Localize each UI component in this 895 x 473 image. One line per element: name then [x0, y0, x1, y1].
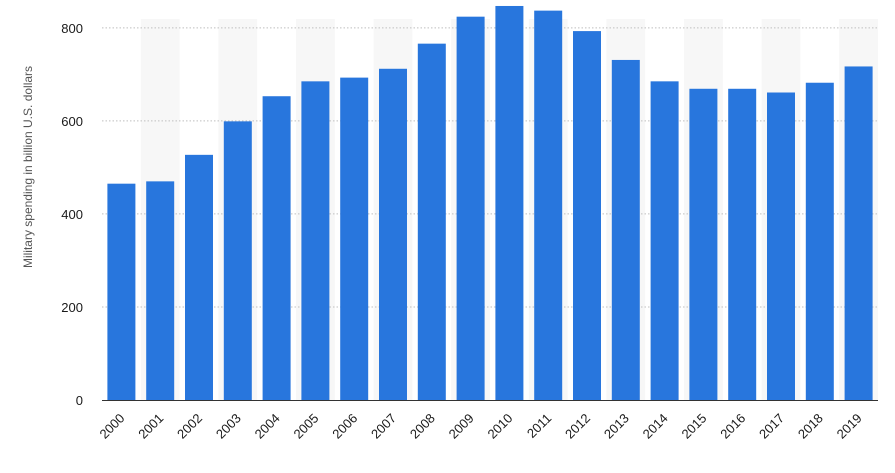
x-tick-label: 2019 — [834, 411, 865, 442]
bar[interactable] — [650, 81, 679, 400]
x-tick-label: 2001 — [135, 411, 166, 442]
x-tick-label: 2014 — [640, 411, 671, 442]
y-tick-label: 200 — [61, 300, 83, 315]
bar[interactable] — [417, 43, 446, 400]
bar[interactable] — [767, 92, 795, 400]
bar[interactable] — [534, 10, 563, 401]
x-tick-label: 2008 — [407, 411, 438, 442]
y-tick-label: 0 — [76, 393, 83, 408]
x-tick-label: 2009 — [446, 411, 477, 442]
x-tick-label: 2011 — [524, 411, 554, 441]
x-tick-label: 2003 — [213, 411, 244, 442]
y-axis-label: Military spending in billion U.S. dollar… — [21, 66, 35, 268]
bar[interactable] — [495, 5, 524, 401]
bar[interactable] — [301, 81, 330, 400]
x-tick-label: 2002 — [174, 411, 205, 442]
y-axis-ticks: 0 200 400 600 800 — [61, 21, 83, 408]
x-axis-ticks: 2000 2001 2002 2003 2004 2005 2006 2007 2008 2009… — [96, 411, 864, 442]
bars — [107, 5, 873, 401]
y-tick-label: 400 — [61, 207, 83, 222]
x-tick-label: 2017 — [756, 411, 787, 442]
x-tick-label: 2018 — [795, 411, 826, 442]
bar[interactable] — [611, 59, 640, 400]
bar[interactable] — [185, 154, 213, 400]
y-tick-label: 800 — [61, 21, 83, 36]
bar[interactable] — [456, 16, 485, 400]
x-tick-label: 2006 — [329, 411, 360, 442]
x-tick-label: 2015 — [678, 411, 709, 442]
x-tick-label: 2004 — [252, 411, 283, 442]
bar[interactable] — [379, 68, 407, 401]
bar[interactable] — [844, 66, 873, 400]
x-tick-label: 2005 — [290, 411, 321, 442]
bar[interactable] — [689, 88, 718, 401]
x-tick-label: 2012 — [562, 411, 593, 442]
x-tick-label: 2016 — [717, 411, 748, 442]
bar[interactable] — [223, 121, 252, 400]
x-tick-label: 2007 — [368, 411, 399, 442]
y-tick-label: 600 — [61, 114, 83, 129]
bar[interactable] — [107, 183, 136, 400]
bar[interactable] — [728, 88, 757, 401]
bar[interactable] — [146, 181, 175, 400]
x-tick-label: 2010 — [484, 411, 515, 442]
bar[interactable] — [262, 96, 291, 401]
bar[interactable] — [805, 82, 834, 401]
bar[interactable] — [340, 77, 369, 401]
x-tick-label: 2013 — [601, 411, 632, 442]
x-tick-label: 2000 — [96, 411, 127, 442]
bar[interactable] — [573, 31, 601, 400]
